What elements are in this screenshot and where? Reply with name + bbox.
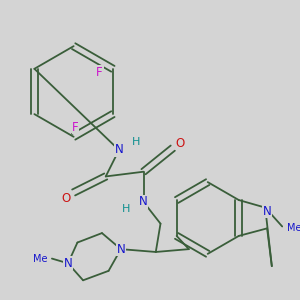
Text: N: N bbox=[263, 205, 272, 218]
Text: Me: Me bbox=[287, 224, 300, 233]
Text: N: N bbox=[115, 143, 123, 157]
Text: O: O bbox=[176, 137, 185, 150]
Text: N: N bbox=[139, 195, 148, 208]
Text: N: N bbox=[64, 257, 72, 270]
Text: H: H bbox=[132, 137, 140, 147]
Text: F: F bbox=[72, 121, 79, 134]
Text: N: N bbox=[116, 243, 125, 256]
Text: F: F bbox=[96, 66, 103, 79]
Text: O: O bbox=[61, 192, 71, 205]
Text: H: H bbox=[122, 205, 131, 214]
Text: Me: Me bbox=[33, 254, 47, 264]
